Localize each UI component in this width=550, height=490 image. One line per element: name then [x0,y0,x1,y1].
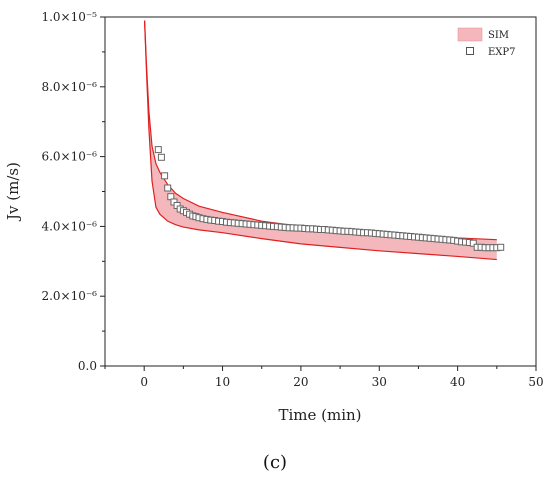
sim-band-layer [143,20,497,261]
y-tick-label: 2.0×10⁻⁶ [41,289,97,303]
x-tick-label: 0 [140,375,148,389]
y-tick-label: 1.0×10⁻⁵ [41,10,97,24]
sim-band-lower-line [143,20,497,261]
x-tick-label: 50 [528,375,543,389]
x-tick-label: 40 [450,375,465,389]
sim-band-fill [144,20,497,260]
legend-exp-label: EXP7 [488,47,516,58]
exp7-point [161,172,169,180]
x-tick-label: 30 [372,375,387,389]
axis-layer: 0 10 20 30 40 50 0.0 2.0×10⁻⁶ 4.0×10⁻⁶ 6.0×10⁻⁶ 8.… [41,10,543,389]
exp7-point [469,239,477,247]
exp-scatter-layer [154,146,505,252]
exp7-point [157,153,165,161]
x-axis-title: Time (min) [278,406,361,424]
y-axis-title: Jv (m/s) [4,162,22,222]
y-tick-label: 6.0×10⁻⁶ [41,150,97,164]
legend: SIM EXP7 [457,27,516,58]
legend-sim-swatch [457,27,483,42]
x-tick-label: 10 [215,375,230,389]
legend-sim-label: SIM [488,30,509,41]
figure-caption: (c) [262,452,288,473]
chart: 0 10 20 30 40 50 0.0 2.0×10⁻⁶ 4.0×10⁻⁶ 6.0×10⁻⁶ 8.… [4,10,544,424]
exp7-point [154,146,162,154]
x-tick-label: 20 [293,375,308,389]
y-tick-label: 8.0×10⁻⁶ [41,80,97,94]
exp7-point [497,243,505,251]
y-tick-label: 4.0×10⁻⁶ [41,219,97,233]
exp7-point [164,184,172,192]
legend-exp-marker [466,47,474,55]
y-tick-label: 0.0 [78,359,97,373]
